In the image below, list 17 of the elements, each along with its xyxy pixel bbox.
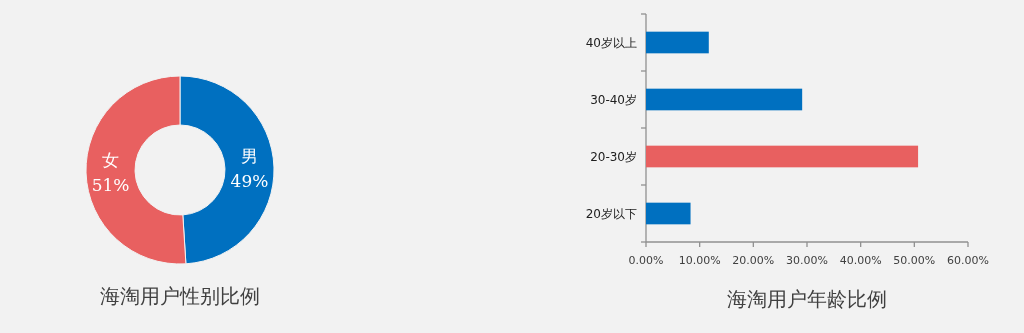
x-tick-label: 60.00% [947,254,989,267]
slice-label: 男 [240,145,258,166]
y-tick-label: 20岁以下 [585,206,637,221]
x-tick-label: 50.00% [893,254,936,267]
x-tick-label: 30.00% [786,254,828,267]
y-tick-label: 20-30岁 [590,149,637,164]
text: 海淘用户性别比例 [100,284,260,308]
slice-label: 女 [102,150,120,171]
y-tick-label: 40岁以上 [585,35,637,50]
y-tick-label: 30-40岁 [590,92,637,107]
x-tick-label: 0.00% [628,254,664,267]
text: 海淘用户年龄比例 [727,287,887,311]
x-tick-label: 40.00% [839,254,882,267]
data-label: 51% [91,175,130,196]
x-tick-label: 20.00% [732,254,775,267]
data-label: 49% [230,170,269,191]
x-tick-label: 10.00% [678,254,721,267]
